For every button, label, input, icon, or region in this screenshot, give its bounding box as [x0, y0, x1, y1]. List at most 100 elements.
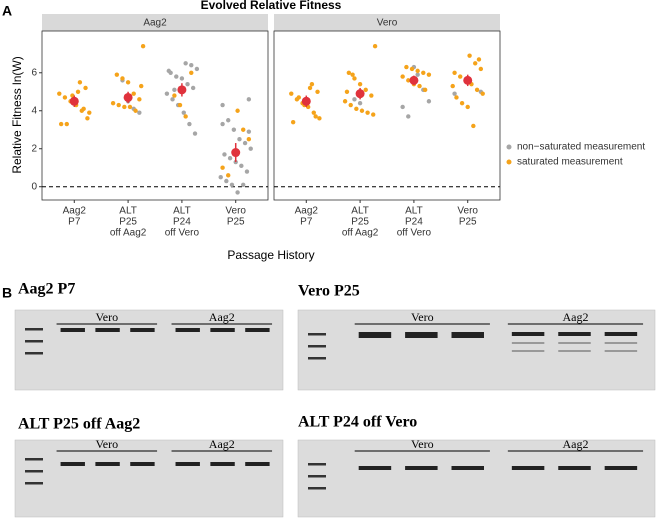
data-point — [183, 61, 188, 66]
data-point — [354, 106, 359, 112]
data-point — [133, 108, 138, 113]
data-point — [426, 99, 432, 104]
data-point — [75, 89, 81, 94]
data-point — [371, 112, 376, 117]
group-label: Vero — [95, 437, 118, 451]
data-point — [246, 129, 252, 134]
facet-title: Vero — [377, 18, 398, 29]
legend-marker — [506, 144, 512, 150]
data-point — [179, 76, 185, 81]
data-point — [417, 83, 422, 89]
data-point — [421, 70, 426, 75]
data-point — [166, 68, 171, 74]
data-point — [309, 81, 315, 87]
legend-label: saturated measurement — [517, 157, 623, 168]
data-point — [220, 165, 225, 170]
data-point — [110, 100, 116, 106]
data-point — [311, 110, 316, 115]
data-point — [140, 43, 146, 49]
x-tick-label: P25 — [459, 217, 477, 228]
gel-band — [451, 466, 484, 470]
gel-band — [95, 462, 120, 466]
data-point — [174, 74, 179, 79]
data-point — [452, 91, 457, 96]
gel-band — [210, 328, 235, 332]
group-label: Aag2 — [562, 310, 588, 324]
data-point — [467, 53, 472, 58]
data-point — [359, 108, 365, 113]
data-point — [125, 80, 131, 85]
group-label: Vero — [411, 310, 434, 324]
gel-band — [604, 332, 638, 336]
data-point — [58, 121, 64, 127]
data-point — [131, 91, 136, 96]
data-point — [83, 85, 88, 91]
data-point — [185, 81, 190, 87]
data-point — [189, 70, 194, 75]
data-point — [315, 89, 320, 94]
data-point — [87, 110, 92, 115]
data-point — [452, 70, 457, 75]
data-point — [465, 104, 470, 110]
data-point — [120, 76, 125, 81]
mean-point — [69, 96, 79, 106]
data-point — [346, 70, 352, 75]
data-point — [164, 91, 170, 96]
legend-label: non−saturated measurement — [517, 142, 645, 153]
data-point — [357, 81, 363, 87]
data-point — [172, 87, 177, 93]
mean-point — [177, 85, 187, 95]
x-tick-label: P7 — [68, 217, 81, 228]
ladder-band — [308, 475, 326, 478]
group-label: Aag2 — [209, 310, 235, 324]
data-point — [77, 80, 83, 85]
gel-title: Vero P25 — [298, 283, 360, 300]
data-point — [296, 95, 301, 100]
x-tick-label: Vero — [457, 206, 478, 217]
data-point — [406, 114, 411, 119]
data-point — [476, 57, 482, 62]
y-tick-label: 4 — [31, 105, 37, 116]
data-point — [352, 97, 357, 102]
data-point — [235, 108, 240, 113]
gel-band — [130, 328, 155, 332]
x-tick-label: ALT — [351, 206, 369, 217]
mean-point — [355, 89, 365, 99]
facet-title: Aag2 — [143, 18, 167, 29]
data-point — [242, 140, 248, 146]
data-point — [220, 121, 225, 127]
data-point — [344, 89, 350, 94]
gel-band — [358, 466, 392, 470]
x-axis-label: Passage History — [227, 248, 314, 262]
data-point — [64, 121, 69, 127]
data-point — [480, 91, 485, 96]
data-point — [114, 72, 120, 77]
ladder-band — [25, 328, 43, 331]
gel-band — [175, 462, 200, 466]
group-label: Vero — [411, 437, 434, 451]
x-tick-label: ALT — [119, 206, 137, 217]
data-point — [137, 110, 142, 115]
data-point — [422, 87, 428, 93]
data-point — [350, 72, 355, 77]
gel-band — [95, 328, 120, 332]
gel-band — [175, 328, 200, 332]
x-tick-label: off Aag2 — [110, 228, 147, 239]
data-point — [235, 190, 240, 195]
gel-band — [245, 328, 270, 332]
gel-title: ALT P25 off Aag2 — [18, 416, 140, 433]
data-point — [363, 87, 368, 93]
x-tick-label: off Vero — [397, 228, 432, 239]
x-tick-label: off Aag2 — [342, 228, 379, 239]
data-point — [409, 66, 415, 72]
gel-band — [358, 332, 392, 338]
data-point — [62, 95, 68, 100]
ladder-band — [25, 482, 43, 485]
ladder-band — [308, 463, 326, 466]
data-point — [246, 97, 252, 102]
group-label: Vero — [95, 310, 118, 324]
data-point — [357, 100, 363, 106]
data-point — [189, 62, 194, 68]
gel-band — [210, 462, 235, 466]
gel-band — [558, 350, 591, 352]
